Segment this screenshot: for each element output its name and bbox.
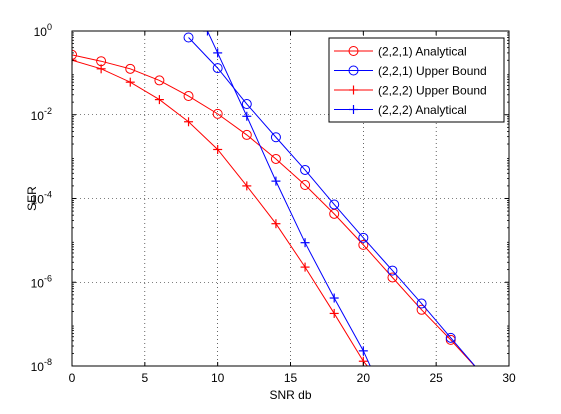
legend-marker <box>348 65 359 76</box>
y-tick-label: 10-6 <box>31 273 52 290</box>
series-line <box>207 31 371 366</box>
x-tick-label: 5 <box>141 371 148 385</box>
data-point <box>183 91 194 102</box>
data-point <box>213 48 223 58</box>
data-point <box>96 64 106 74</box>
data-point <box>271 219 281 229</box>
legend-label: (2,2,2) Upper Bound <box>378 84 487 98</box>
data-point <box>358 346 368 356</box>
x-tick-label: 30 <box>502 371 516 385</box>
data-point <box>445 332 456 343</box>
legend-entry: (2,2,2) Upper Bound <box>334 84 487 98</box>
data-point <box>300 180 311 191</box>
series-1 <box>72 49 476 366</box>
data-point <box>300 238 310 248</box>
ticks: 0 5 10 15 20 25 30 100 10-2 10-4 10-6 10-8 <box>31 22 516 385</box>
legend-entry: (2,2,1) Upper Bound <box>334 64 487 78</box>
data-point <box>329 199 340 210</box>
x-tick-label: 25 <box>429 371 443 385</box>
data-point <box>387 272 398 283</box>
legend-marker <box>349 105 358 114</box>
data-point <box>183 32 194 43</box>
series-2 <box>183 32 476 366</box>
y-axis-title: SER <box>25 186 39 211</box>
data-point <box>125 63 136 74</box>
legend-label: (2,2,2) Analytical <box>378 103 467 117</box>
data-point <box>387 265 398 276</box>
data-point <box>241 99 252 110</box>
data-point <box>125 77 135 87</box>
data-point <box>358 239 369 250</box>
data-point <box>329 293 339 303</box>
legend-label: (2,2,1) Upper Bound <box>378 64 487 78</box>
data-point <box>300 164 311 175</box>
data-point <box>329 308 339 318</box>
series-layer <box>72 31 476 366</box>
series-line <box>188 37 476 366</box>
data-point <box>202 31 212 36</box>
legend-box <box>328 37 505 123</box>
data-point <box>416 304 427 315</box>
series-4 <box>202 31 373 366</box>
data-point <box>212 108 223 119</box>
data-point <box>213 144 223 154</box>
data-point <box>242 111 252 121</box>
x-tick-label: 0 <box>69 371 76 385</box>
data-point <box>241 129 252 140</box>
y-tick-label: 100 <box>34 22 52 39</box>
data-point <box>271 176 281 186</box>
x-axis-title: SNR db <box>269 388 311 402</box>
data-point <box>72 49 77 60</box>
legend-marker <box>348 46 359 56</box>
data-point <box>72 55 77 65</box>
data-point <box>270 153 281 164</box>
data-point <box>154 75 165 86</box>
legend-entry: (2,2,1) Analytical <box>334 45 467 59</box>
legend-entry: (2,2,2) Analytical <box>334 103 467 117</box>
data-point <box>300 262 310 272</box>
legend: (2,2,1) Analytical (2,2,1) Upper Bound (2,… <box>328 37 505 123</box>
x-tick-label: 15 <box>284 371 298 385</box>
data-point <box>242 181 252 191</box>
data-point <box>416 298 427 309</box>
data-point <box>184 117 194 127</box>
data-point <box>212 63 223 74</box>
y-tick-label: 10-2 <box>31 106 52 123</box>
series-line <box>72 59 368 366</box>
data-point <box>358 232 369 243</box>
legend-label: (2,2,1) Analytical <box>378 45 467 59</box>
y-tick-label: 10-8 <box>31 357 52 374</box>
x-tick-label: 20 <box>357 371 371 385</box>
legend-marker <box>349 85 358 95</box>
data-point <box>154 95 164 105</box>
y-tick-label: 10-4 <box>31 190 52 207</box>
data-point <box>270 132 281 143</box>
series-line <box>72 54 476 366</box>
x-tick-label: 10 <box>211 371 225 385</box>
series-3 <box>72 55 368 366</box>
